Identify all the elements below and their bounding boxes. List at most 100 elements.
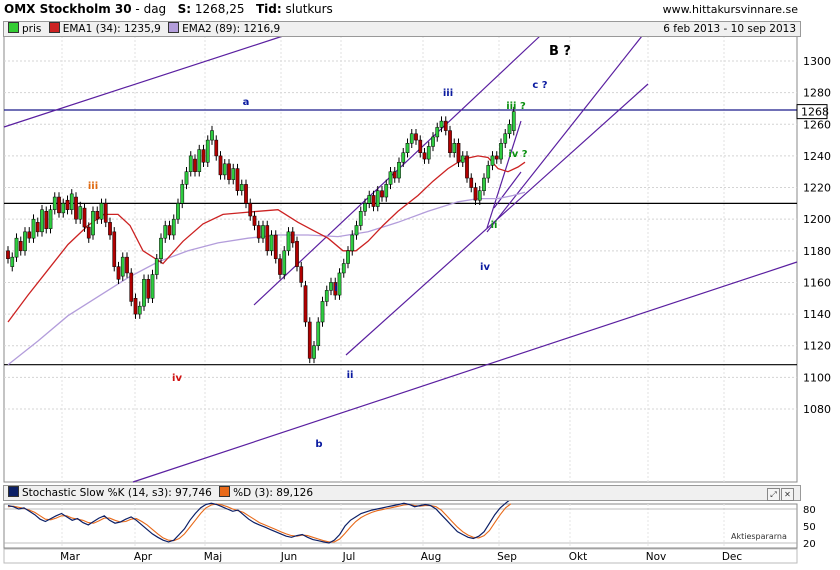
candle [227, 163, 231, 180]
wave-label: iii ? [506, 101, 526, 112]
candle [363, 203, 367, 212]
candle [184, 171, 189, 185]
candle [116, 266, 121, 280]
candle [290, 231, 295, 244]
stoch-tick-label: 50 [803, 522, 816, 533]
candle [74, 196, 78, 220]
candle [239, 184, 244, 191]
candle [448, 130, 452, 153]
stoch-tick-label: 20 [803, 539, 816, 550]
candle [95, 211, 100, 220]
x-tick-label: Apr [134, 551, 153, 563]
time-value: slutkurs [285, 2, 333, 16]
candle [103, 203, 108, 223]
wave-label: i [334, 283, 337, 294]
y-tick-label: 1200 [803, 213, 831, 226]
time-label: Tid: [255, 2, 282, 16]
date-range: 6 feb 2013 - 10 sep 2013 [663, 23, 796, 35]
candle [499, 143, 503, 160]
candle [273, 234, 278, 259]
candle [482, 177, 486, 191]
stochastic-panel [3, 503, 798, 549]
y-tick-label: 1120 [803, 340, 831, 353]
wave-label: ii [347, 370, 354, 381]
candle [473, 187, 478, 201]
candle [286, 231, 291, 252]
source-label: Aktiespararna [731, 532, 787, 541]
candle [235, 168, 240, 191]
candle [214, 139, 219, 157]
candle [244, 184, 248, 204]
candle [337, 272, 342, 296]
candle [422, 152, 427, 160]
candle [346, 250, 350, 264]
candle [31, 218, 36, 239]
last-price-tag [796, 104, 828, 120]
candle [312, 345, 316, 359]
trend-line [486, 120, 522, 229]
candle [443, 120, 448, 131]
candle [426, 146, 431, 160]
wave-label: ii [491, 220, 498, 231]
legend-ema1: EMA1 (34): 1235,9 [62, 23, 161, 35]
candle [193, 158, 197, 172]
candle [137, 305, 142, 315]
candle [324, 290, 329, 302]
y-tick-label: 1080 [803, 403, 831, 416]
price-legend: pris EMA1 (34): 1235,9 EMA2 (89): 1216,9… [3, 21, 801, 37]
stoch-k-swatch [8, 486, 19, 497]
candle [150, 274, 155, 299]
candle [210, 130, 214, 141]
candle [86, 226, 91, 239]
candle [299, 266, 304, 283]
candle [456, 143, 461, 163]
candle [65, 199, 70, 210]
legend-pris: pris [22, 23, 42, 35]
x-axis-strip [3, 548, 798, 564]
candle [511, 111, 516, 131]
expand-icon[interactable]: ⤢ [767, 488, 780, 501]
candle [231, 168, 236, 180]
candle [418, 139, 423, 153]
y-tick-label: 1300 [803, 55, 831, 68]
candle [278, 258, 282, 275]
wave-label: b [315, 439, 322, 450]
candle [477, 190, 482, 201]
candle [57, 196, 61, 214]
candle [159, 237, 163, 259]
last-price-tag-label: 1268 [801, 106, 829, 119]
x-tick-label: Aug [421, 551, 442, 563]
candle [6, 250, 10, 259]
candle [44, 211, 49, 229]
candle [18, 241, 23, 252]
candle [78, 206, 83, 220]
x-tick-label: Jul [342, 551, 356, 563]
candle [341, 263, 346, 274]
x-tick-label: Nov [646, 551, 667, 563]
candle [176, 203, 180, 220]
wave-label: iii [88, 181, 98, 192]
candle [439, 120, 444, 128]
y-tick-label: 1260 [803, 118, 831, 131]
candle [133, 298, 138, 315]
candle [333, 282, 338, 296]
stoch-d-swatch [219, 486, 231, 497]
candle [486, 165, 491, 179]
close-icon[interactable]: ✕ [781, 488, 794, 501]
candle [358, 211, 363, 226]
ema1-swatch [48, 22, 60, 33]
candle [40, 209, 44, 233]
candle [14, 237, 19, 258]
candle [120, 256, 125, 277]
candle [112, 231, 117, 267]
candle [69, 193, 74, 210]
candle [409, 133, 414, 144]
candle [401, 152, 406, 163]
candle [167, 225, 172, 236]
candle [465, 155, 469, 179]
site-link[interactable]: www.hittakursvinnare.se [662, 3, 798, 16]
candle [380, 190, 384, 198]
candle [384, 184, 389, 198]
wave-label: iv [480, 262, 490, 273]
candle [414, 133, 418, 141]
